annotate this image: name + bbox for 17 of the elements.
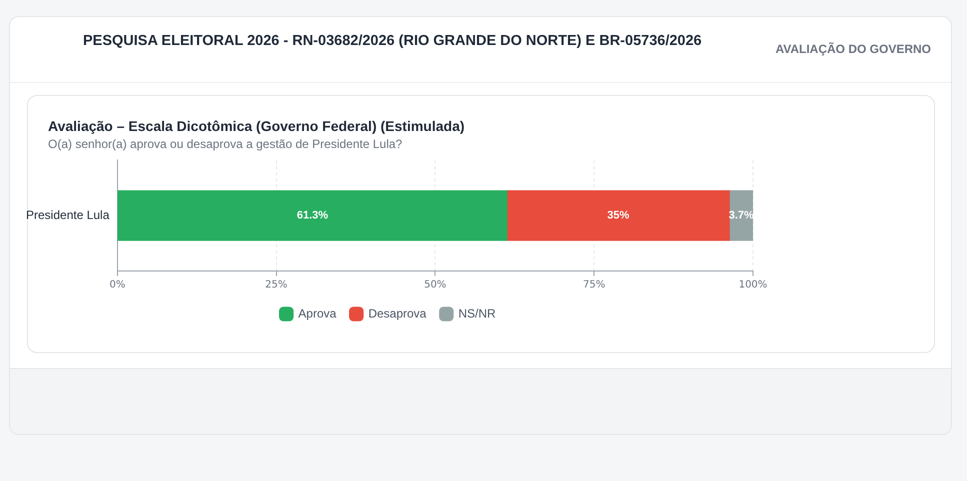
x-tick-label: 75% [582, 280, 606, 291]
bar [506, 190, 730, 241]
data-label: 35% [607, 210, 630, 222]
x-tick-label: 100% [738, 280, 768, 291]
legend-label: Desaprova [368, 306, 427, 320]
legend-label: NS/NR [458, 306, 496, 320]
data-label: 61.3% [296, 210, 328, 222]
x-tick-label: 50% [424, 280, 446, 291]
legend-label: Aprova [298, 306, 337, 320]
chart-subtitle: O(a) senhor(a) aprova ou desaprova a gestão de Presidente Lula? [48, 137, 402, 151]
chart-title: Avaliação – Escala Dicotômica (Governo Federal) (Estimulada) [48, 118, 465, 134]
y-tick-label: Presidente Lula [26, 208, 110, 222]
text: PESQUISA ELEITORAL 2026 - RN-03682/2026 (RIO GRANDE DO NORTE) E BR-05736/2026 [83, 33, 702, 49]
x-tick-label: 25% [265, 280, 288, 291]
bar [118, 190, 508, 241]
text: AVALIAÇÃO DO GOVERNO [775, 42, 931, 56]
x-tick-label: 0% [109, 280, 126, 291]
